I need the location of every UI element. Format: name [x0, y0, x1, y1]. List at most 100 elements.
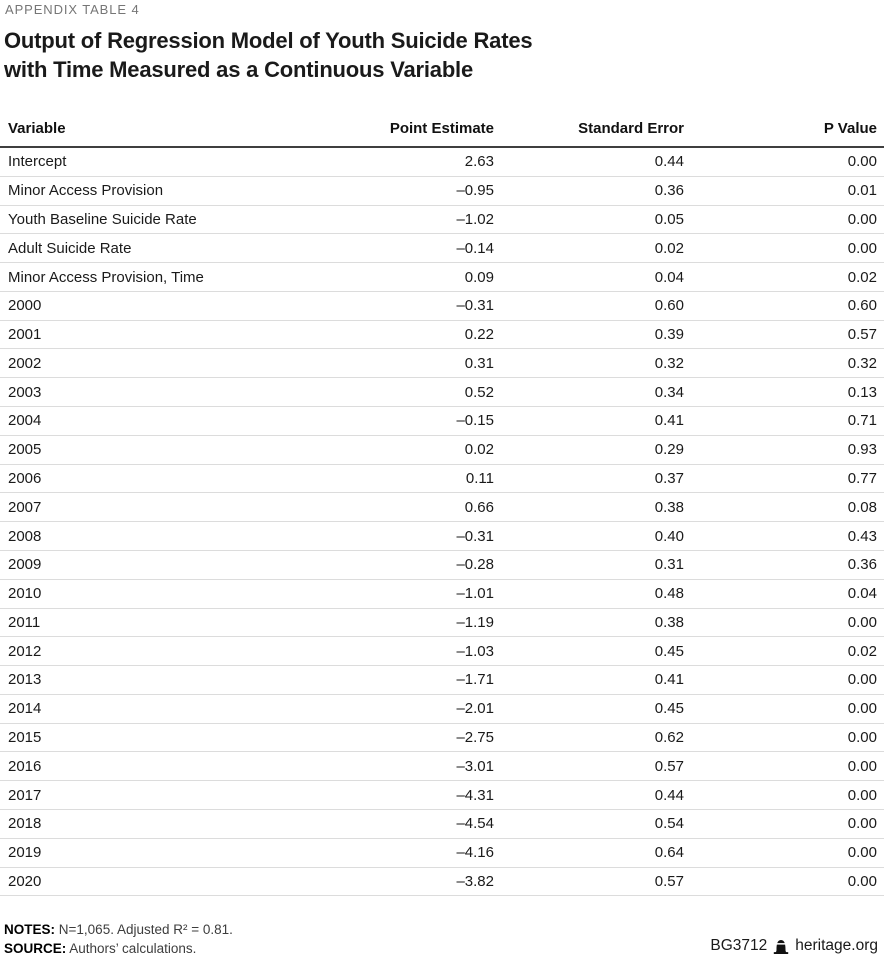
standard-error-cell: 0.37 [494, 464, 684, 494]
variable-cell: 2019 [0, 838, 340, 868]
standard-error-cell: 0.64 [494, 838, 684, 868]
standard-error-cell: 0.45 [494, 694, 684, 724]
variable-cell: 2002 [0, 348, 340, 379]
point-estimate-cell: –0.14 [340, 233, 494, 264]
p-value-cell: 0.02 [684, 636, 884, 667]
point-estimate-cell: –1.01 [340, 579, 494, 609]
standard-error-cell: 0.05 [494, 205, 684, 235]
point-estimate-cell: –2.01 [340, 694, 494, 724]
variable-cell: 2001 [0, 320, 340, 350]
table-row: 2009 –0.28 0.31 0.36 [0, 550, 884, 580]
table-row: 2006 0.11 0.37 0.77 [0, 464, 884, 494]
point-estimate-cell: 0.09 [340, 262, 494, 292]
table-row: 2010 –1.01 0.48 0.04 [0, 579, 884, 609]
source-label: SOURCE: [4, 941, 67, 956]
p-value-cell: 0.00 [684, 867, 884, 897]
column-header-p-value: P Value [684, 112, 884, 148]
variable-cell: 2008 [0, 521, 340, 551]
p-value-cell: 0.00 [684, 694, 884, 724]
table-row: 2019 –4.16 0.64 0.00 [0, 838, 884, 868]
p-value-cell: 0.00 [684, 809, 884, 839]
variable-cell: Minor Access Provision [0, 176, 340, 206]
table-row: 2020 –3.82 0.57 0.00 [0, 867, 884, 897]
point-estimate-cell: 0.11 [340, 464, 494, 494]
table-row: 2018 –4.54 0.54 0.00 [0, 809, 884, 839]
standard-error-cell: 0.29 [494, 435, 684, 465]
variable-cell: 2014 [0, 694, 340, 724]
table-row: Adult Suicide Rate –0.14 0.02 0.00 [0, 233, 884, 264]
p-value-cell: 0.04 [684, 579, 884, 609]
site-url: heritage.org [795, 937, 878, 954]
footer-branding: BG3712 heritage.org [710, 937, 878, 955]
standard-error-cell: 0.02 [494, 233, 684, 264]
standard-error-cell: 0.32 [494, 348, 684, 379]
document-id: BG3712 [710, 937, 768, 954]
p-value-cell: 0.00 [684, 147, 884, 177]
table-kicker: APPENDIX TABLE 4 [5, 2, 140, 17]
p-value-cell: 0.36 [684, 550, 884, 580]
p-value-cell: 0.00 [684, 723, 884, 753]
variable-cell: 2017 [0, 780, 340, 810]
p-value-cell: 0.13 [684, 377, 884, 408]
standard-error-cell: 0.54 [494, 809, 684, 839]
point-estimate-cell: 0.22 [340, 320, 494, 350]
point-estimate-cell: –3.01 [340, 751, 494, 782]
standard-error-cell: 0.41 [494, 406, 684, 436]
standard-error-cell: 0.48 [494, 579, 684, 609]
variable-cell: Minor Access Provision, Time [0, 262, 340, 292]
p-value-cell: 0.00 [684, 780, 884, 810]
table-row: 2003 0.52 0.34 0.13 [0, 377, 884, 408]
p-value-cell: 0.93 [684, 435, 884, 465]
source-text: Authors’ calculations. [69, 941, 197, 956]
p-value-cell: 0.00 [684, 838, 884, 868]
p-value-cell: 0.00 [684, 751, 884, 782]
standard-error-cell: 0.31 [494, 550, 684, 580]
p-value-cell: 0.32 [684, 348, 884, 379]
variable-cell: 2013 [0, 665, 340, 695]
table-row: Youth Baseline Suicide Rate –1.02 0.05 0.00 [0, 205, 884, 235]
column-header-variable: Variable [0, 112, 340, 148]
standard-error-cell: 0.57 [494, 751, 684, 782]
standard-error-cell: 0.44 [494, 147, 684, 177]
table-row: Minor Access Provision, Time 0.09 0.04 0.02 [0, 262, 884, 292]
p-value-cell: 0.00 [684, 205, 884, 235]
notes-source-block: NOTES: N=1,065. Adjusted R² = 0.81. SOUR… [4, 920, 233, 958]
table-row: 2002 0.31 0.32 0.32 [0, 348, 884, 379]
p-value-cell: 0.00 [684, 233, 884, 264]
variable-cell: Adult Suicide Rate [0, 233, 340, 264]
standard-error-cell: 0.39 [494, 320, 684, 350]
variable-cell: 2007 [0, 492, 340, 523]
table-row: 2005 0.02 0.29 0.93 [0, 435, 884, 465]
table-row: 2012 –1.03 0.45 0.02 [0, 636, 884, 667]
point-estimate-cell: –1.03 [340, 636, 494, 667]
point-estimate-cell: –0.31 [340, 521, 494, 551]
standard-error-cell: 0.62 [494, 723, 684, 753]
column-header-point-estimate: Point Estimate [340, 112, 494, 148]
point-estimate-cell: 0.31 [340, 348, 494, 379]
p-value-cell: 0.00 [684, 608, 884, 638]
point-estimate-cell: –0.15 [340, 406, 494, 436]
p-value-cell: 0.77 [684, 464, 884, 494]
p-value-cell: 0.08 [684, 492, 884, 523]
table-row: 2007 0.66 0.38 0.08 [0, 492, 884, 523]
variable-cell: 2006 [0, 464, 340, 494]
variable-cell: 2010 [0, 579, 340, 609]
page-title-line-1: Output of Regression Model of Youth Suic… [4, 28, 533, 53]
point-estimate-cell: –2.75 [340, 723, 494, 753]
point-estimate-cell: –3.82 [340, 867, 494, 897]
table-row: 2000 –0.31 0.60 0.60 [0, 291, 884, 321]
point-estimate-cell: –1.02 [340, 205, 494, 235]
point-estimate-cell: –1.19 [340, 608, 494, 638]
point-estimate-cell: –0.28 [340, 550, 494, 580]
point-estimate-cell: 2.63 [340, 147, 494, 177]
variable-cell: 2003 [0, 377, 340, 408]
table-row: 2004 –0.15 0.41 0.71 [0, 406, 884, 436]
standard-error-cell: 0.04 [494, 262, 684, 292]
variable-cell: 2020 [0, 867, 340, 897]
standard-error-cell: 0.34 [494, 377, 684, 408]
variable-cell: 2012 [0, 636, 340, 667]
notes-text: N=1,065. Adjusted R² = 0.81. [58, 922, 233, 937]
variable-cell: Youth Baseline Suicide Rate [0, 205, 340, 235]
heritage-liberty-bell-icon [773, 939, 789, 954]
table-row: 2014 –2.01 0.45 0.00 [0, 694, 884, 724]
